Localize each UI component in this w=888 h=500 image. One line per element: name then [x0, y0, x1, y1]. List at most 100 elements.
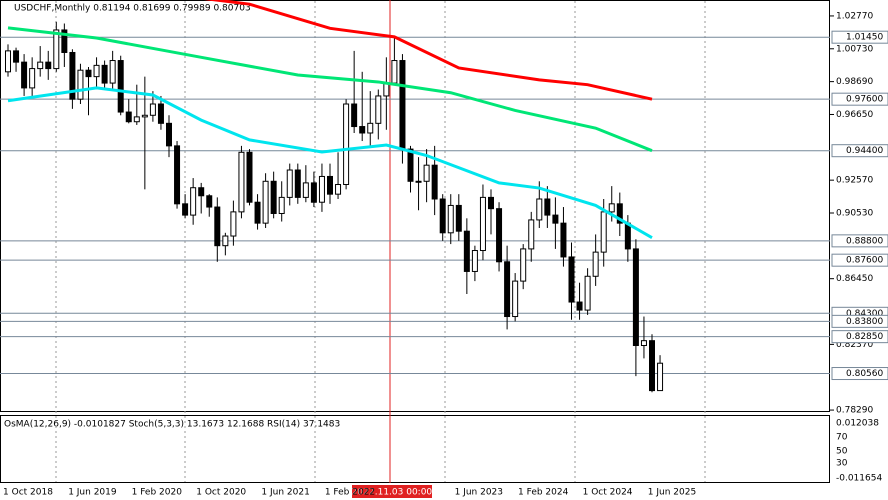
y-tick-label: 0.90530 — [836, 209, 873, 219]
moving-average — [7, 26, 653, 153]
candle-body — [391, 60, 398, 84]
candle-body — [439, 198, 446, 234]
candle-body — [463, 230, 470, 272]
candle-body — [616, 203, 623, 224]
candle-body — [584, 275, 591, 311]
candle-body — [479, 196, 486, 252]
candle-body — [552, 214, 559, 224]
y-tick-label: 1.00730 — [836, 44, 873, 54]
level-label-bg — [831, 367, 888, 381]
candle-body — [125, 111, 132, 123]
candle-body — [182, 203, 189, 216]
candle-body — [190, 187, 197, 216]
candle-body — [310, 182, 317, 203]
candle-body — [351, 103, 358, 128]
y-tick-label: 0.78290 — [836, 406, 873, 416]
candle-body — [29, 68, 36, 89]
x-tick-label: 1 Oct 2024 — [583, 488, 633, 498]
level-label: 1.01450 — [846, 33, 883, 43]
candle-body — [246, 151, 253, 203]
level-label: 0.94400 — [846, 146, 883, 156]
candle-body — [608, 203, 615, 213]
candle-body — [576, 301, 583, 311]
candle-body — [318, 175, 325, 203]
indicator-tick: 50 — [836, 447, 848, 457]
level-label-bg — [831, 253, 888, 267]
y-tick-label: 0.82370 — [836, 340, 873, 350]
candle-body — [415, 180, 422, 183]
candle-body — [431, 164, 438, 200]
candle-body — [657, 362, 664, 392]
x-tick-label: 1 Jun 2019 — [68, 488, 117, 498]
candle-body — [359, 126, 366, 134]
candle-body — [367, 122, 374, 134]
candle-body — [93, 64, 100, 78]
x-tick-label: 1 Feb 2020 — [132, 488, 183, 498]
candle-body — [238, 151, 245, 213]
candle-body — [133, 116, 140, 123]
candle-body — [488, 196, 494, 210]
level-label: 0.80560 — [846, 369, 883, 379]
candle-body — [383, 82, 390, 97]
candle-body — [343, 103, 350, 186]
candle-body — [141, 114, 148, 118]
level-label: 0.82850 — [846, 332, 883, 342]
candle-body — [471, 250, 478, 272]
candle-body — [157, 103, 164, 124]
candle-body — [109, 60, 116, 84]
candle-body — [649, 340, 655, 392]
candle-body — [302, 182, 309, 198]
candle-body — [407, 148, 414, 182]
candle-body — [294, 169, 301, 198]
candle-body — [423, 164, 430, 182]
level-label-bg — [831, 144, 888, 158]
candle-body — [335, 184, 342, 195]
candle-body — [455, 204, 462, 232]
main-frame — [0, 0, 830, 412]
candle-body — [21, 61, 28, 89]
candle-body — [77, 69, 84, 100]
candle-body — [278, 196, 285, 214]
crosshair-label: 2022.11.03 00:00 — [352, 488, 433, 498]
candle-body — [536, 198, 543, 221]
indicator-tick: -0.011654 — [836, 474, 882, 484]
crosshair-label-bg — [352, 485, 432, 498]
candle-body — [101, 64, 108, 84]
moving-average — [203, 0, 653, 101]
y-tick-label: 1.02770 — [836, 11, 873, 21]
candle-body — [13, 50, 20, 63]
x-tick-label: 1 Oct 2018 — [3, 488, 53, 498]
candle-body — [53, 29, 60, 70]
candle-body — [45, 61, 52, 70]
level-label-bg — [831, 234, 888, 248]
candle-body — [592, 251, 599, 277]
x-tick-label: 1 Jun 2021 — [261, 488, 309, 498]
candle-body — [568, 256, 575, 303]
indicator-tick: 70 — [836, 433, 848, 443]
candle-body — [230, 211, 237, 237]
candle-body — [270, 180, 277, 214]
candle-body — [399, 60, 406, 150]
x-tick-label: 1 Feb 2022 — [325, 488, 375, 498]
level-label-bg — [831, 92, 888, 106]
chart-title: USDCHF,Monthly 0.81194 0.81699 0.79989 0… — [14, 4, 251, 14]
candle-body — [512, 280, 519, 318]
indicator-label: OsMA(12,26,9) -0.0101827 Stoch(5,3,3) 13… — [4, 420, 340, 430]
indicator-tick: 30 — [836, 459, 848, 469]
moving-average — [7, 86, 653, 239]
candle-body — [560, 222, 567, 258]
y-tick-label: 0.86450 — [836, 274, 873, 284]
y-tick-label: 0.98690 — [836, 77, 873, 87]
candle-body — [504, 261, 511, 318]
candle-body — [37, 61, 44, 70]
candle-body — [5, 50, 11, 73]
candle-body — [262, 180, 269, 224]
candle-body — [375, 95, 382, 124]
candle-body — [528, 219, 535, 250]
candle-body — [327, 175, 333, 195]
level-label: 0.88800 — [846, 236, 883, 246]
candle-body — [286, 169, 293, 198]
candle-body — [69, 51, 76, 100]
candle-body — [166, 122, 172, 147]
x-tick-label: 1 Jun 2025 — [648, 488, 696, 498]
